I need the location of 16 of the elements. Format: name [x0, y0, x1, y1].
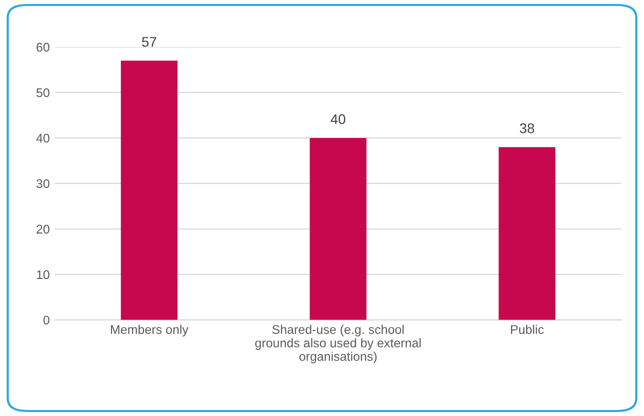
bar — [310, 138, 366, 320]
bar — [498, 147, 556, 320]
data-label: 40 — [330, 114, 346, 124]
y-tick-label: 30 — [36, 179, 50, 188]
bar — [120, 60, 178, 320]
y-tick-label: 0 — [43, 316, 50, 325]
y-tick-label: 50 — [36, 88, 50, 98]
y-tick-label: 40 — [36, 134, 50, 143]
x-tick-label: Public — [511, 324, 544, 334]
y-tick-label: 10 — [36, 270, 50, 280]
data-label: 57 — [142, 37, 156, 47]
data-label: 38 — [520, 123, 534, 134]
x-tick-label: Shared-use (e.g. school grounds also used by external organisations) — [255, 324, 421, 364]
y-tick-label: 60 — [36, 42, 50, 52]
y-tick-label: 20 — [36, 224, 50, 234]
x-tick-label: Members only — [110, 324, 188, 336]
